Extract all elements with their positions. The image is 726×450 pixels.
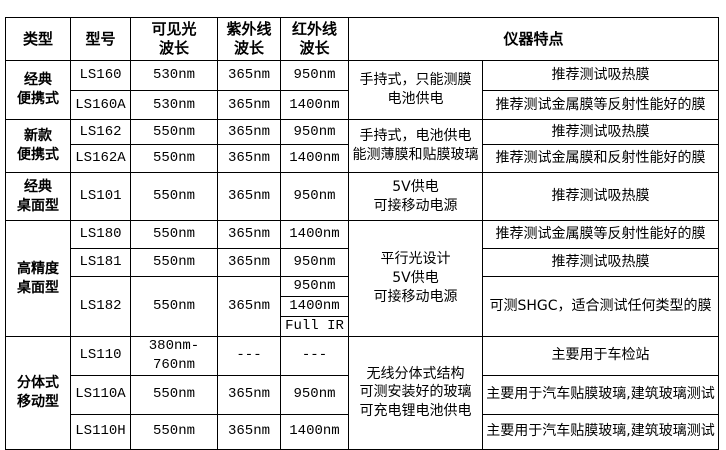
cell-feature: 无线分体式结构 可测安装好的玻璃 可充电锂电池供电 [348, 336, 483, 450]
cell-ir-wavelength: 950nm [280, 172, 349, 221]
cell-type: 新款 便携式 [5, 119, 71, 173]
table-row: LS182 550nm 365nm 950nm 可测SHGC，适合测试任何类型的… [6, 276, 720, 337]
cell-visible-wavelength: 550nm [130, 119, 218, 145]
cell-ir-wavelength: 1400nm [280, 296, 349, 317]
header-uv-wavelength: 紫外线 波长 [217, 17, 281, 61]
table-row: 高精度 桌面型 LS180 550nm 365nm 1400nm 平行光设计 5… [5, 220, 720, 337]
cell-note: 推荐测试金属膜和反射性能好的膜 [481, 144, 720, 173]
instrument-spec-table: 类型 型号 可见光 波长 紫外线 波长 红外线 波长 仪器特点 经典 便携式 L… [5, 17, 720, 450]
cell-ir-wavelength: 1400nm [280, 413, 349, 450]
table-row: LS160A 530nm 365nm 1400nm 推荐测试金属膜等反射性能好的… [6, 90, 720, 120]
table-row: 经典 桌面型 LS101 550nm 365nm 950nm 5V供电 可接移动… [5, 172, 720, 221]
cell-note: 推荐测试金属膜等反射性能好的膜 [481, 90, 720, 120]
cell-uv-wavelength: 365nm [217, 413, 281, 450]
cell-uv-wavelength: 365nm [217, 220, 281, 249]
cell-model: LS160A [70, 90, 131, 120]
cell-type: 经典 桌面型 [5, 172, 71, 221]
table-row: 经典 便携式 LS160 530nm 365nm 950nm 手持式，只能测膜 … [5, 60, 720, 120]
cell-visible-wavelength: 530nm [130, 90, 218, 120]
cell-note: 推荐测试吸热膜 [481, 119, 720, 145]
cell-model: LS180 [70, 220, 131, 249]
cell-note: 主要用于汽车贴膜玻璃,建筑玻璃测试 [481, 374, 720, 415]
cell-note: 主要用于汽车贴膜玻璃,建筑玻璃测试 [481, 413, 720, 450]
cell-model: LS110 [70, 336, 131, 376]
cell-feature: 平行光设计 5V供电 可接移动电源 [348, 220, 483, 337]
cell-ir-wavelength: 950nm [280, 276, 349, 297]
header-visible-wavelength: 可见光 波长 [130, 17, 218, 61]
cell-uv-wavelength: 365nm [217, 144, 281, 173]
cell-model: LS160 [70, 60, 131, 91]
cell-note: 推荐测试吸热膜 [481, 172, 720, 221]
cell-model: LS101 [70, 172, 131, 221]
cell-ir-wavelength: 950nm [280, 374, 349, 415]
cell-feature: 手持式，只能测膜 电池供电 [348, 60, 483, 120]
cell-model: LS181 [70, 248, 131, 277]
cell-feature: 5V供电 可接移动电源 [348, 172, 483, 221]
header-model: 型号 [70, 17, 131, 61]
cell-visible-wavelength: 550nm [130, 374, 218, 415]
cell-ir-wavelength: --- [280, 336, 349, 376]
cell-ir-wavelength: 1400nm [280, 220, 349, 249]
cell-visible-wavelength: 530nm [130, 60, 218, 91]
cell-note: 可测SHGC，适合测试任何类型的膜 [481, 276, 720, 337]
cell-ir-wavelength: Full IR [280, 316, 349, 337]
table-row: LS162A 550nm 365nm 1400nm 推荐测试金属膜和反射性能好的… [6, 144, 720, 173]
table-row: LS110H 550nm 365nm 1400nm 主要用于汽车贴膜玻璃,建筑玻… [6, 413, 720, 450]
table-row: LS181 550nm 365nm 950nm 推荐测试吸热膜 [6, 248, 720, 277]
cell-uv-wavelength: 365nm [217, 90, 281, 120]
cell-ir-wavelength: 950nm [280, 248, 349, 277]
cell-visible-wavelength: 380nm-760nm [130, 336, 218, 376]
cell-feature: 手持式，电池供电 能测薄膜和贴膜玻璃 [348, 119, 483, 173]
cell-note: 推荐测试吸热膜 [481, 60, 720, 91]
table-row: 分体式 移动型 LS110 380nm-760nm --- --- 无线分体式结… [5, 336, 720, 450]
cell-uv-wavelength: 365nm [217, 60, 281, 91]
cell-ir-wavelength: 950nm [280, 60, 349, 91]
cell-visible-wavelength: 550nm [130, 276, 218, 337]
cell-uv-wavelength: 365nm [217, 172, 281, 221]
cell-type: 分体式 移动型 [5, 336, 71, 450]
cell-model: LS162A [70, 144, 131, 173]
cell-model: LS110H [70, 413, 131, 450]
cell-model: LS110A [70, 374, 131, 415]
table-row: Full IR [6, 316, 719, 337]
cell-uv-wavelength: 365nm [217, 248, 281, 277]
cell-visible-wavelength: 550nm [130, 248, 218, 277]
cell-note: 主要用于车检站 [481, 336, 720, 376]
cell-visible-wavelength: 550nm [130, 172, 218, 221]
cell-uv-wavelength: 365nm [217, 276, 281, 337]
cell-note: 推荐测试吸热膜 [481, 248, 720, 277]
cell-model: LS162 [70, 119, 131, 145]
cell-type: 经典 便携式 [5, 60, 71, 120]
cell-model: LS182 [70, 276, 131, 337]
header-ir-wavelength: 红外线 波长 [280, 17, 349, 61]
table-row: 新款 便携式 LS162 550nm 365nm 950nm 手持式，电池供电 … [5, 119, 720, 173]
cell-type: 高精度 桌面型 [5, 220, 71, 337]
header-features: 仪器特点 [347, 17, 720, 61]
header-type: 类型 [5, 17, 71, 61]
cell-uv-wavelength: --- [217, 336, 281, 376]
cell-visible-wavelength: 550nm [130, 413, 218, 450]
cell-uv-wavelength: 365nm [217, 374, 281, 415]
cell-uv-wavelength: 365nm [217, 119, 281, 145]
cell-note: 推荐测试金属膜等反射性能好的膜 [481, 220, 720, 249]
header-row: 类型 型号 可见光 波长 紫外线 波长 红外线 波长 仪器特点 [5, 17, 720, 61]
cell-visible-wavelength: 550nm [130, 220, 218, 249]
cell-ir-wavelength: 1400nm [280, 90, 349, 120]
cell-visible-wavelength: 550nm [130, 144, 218, 173]
cell-ir-wavelength: 1400nm [280, 144, 349, 173]
cell-ir-wavelength: 950nm [280, 119, 349, 145]
